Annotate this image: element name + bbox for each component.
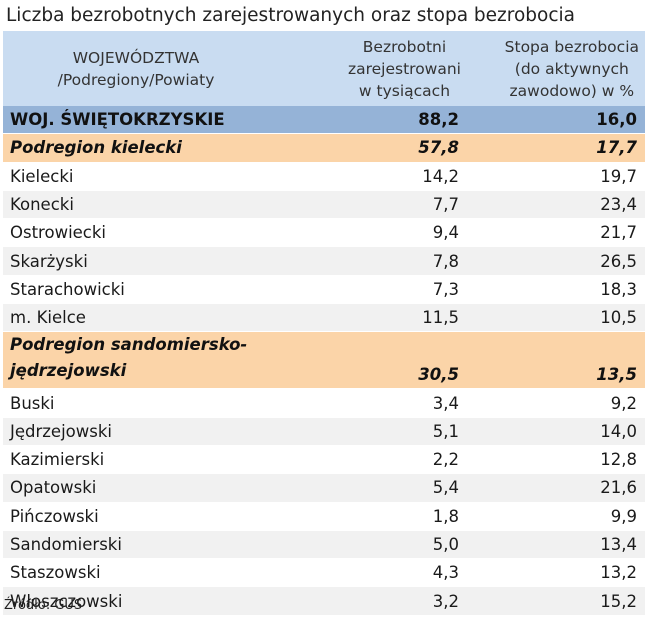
source-note: Źródło: GUS (4, 598, 83, 613)
rate-value: 9,9 (467, 502, 645, 531)
rate-value: 12,8 (467, 445, 645, 475)
header-region: WOJEWÓDZTWA /Podregiony/Powiaty (3, 31, 303, 106)
unemployed-value: 2,2 (303, 445, 467, 475)
unemployment-table: WOJEWÓDZTWA /Podregiony/Powiaty Bezrobot… (3, 31, 645, 616)
county-name: Starachowicki (3, 275, 303, 305)
rate-value: 19,7 (467, 162, 645, 191)
table-row: Jędrzejowski 5,1 14,0 (3, 417, 645, 446)
header-rate: Stopa bezrobocia (do aktywnych zawodowo)… (467, 31, 645, 106)
county-name: Konecki (3, 190, 303, 220)
unemployed-value: 7,8 (303, 246, 467, 276)
table-row: Kielecki 14,2 19,7 (3, 162, 645, 191)
unemployed-value: 30,5 (303, 331, 467, 390)
unemployed-value: 4,3 (303, 558, 467, 588)
unemployed-value: 88,2 (303, 106, 467, 135)
rate-value: 21,7 (467, 218, 645, 248)
rate-value: 16,0 (467, 106, 645, 135)
county-name: Ostrowiecki (3, 218, 303, 248)
rate-value: 14,0 (467, 417, 645, 446)
rate-value: 18,3 (467, 275, 645, 305)
region-name: Podregion kielecki (3, 133, 303, 163)
header-row: WOJEWÓDZTWA /Podregiony/Powiaty Bezrobot… (3, 31, 645, 106)
table-row: Buski 3,4 9,2 (3, 388, 645, 418)
table-row: Starachowicki 7,3 18,3 (3, 275, 645, 305)
subregion-row: Podregion sandomiersko- jędrzejowski 30,… (3, 331, 645, 390)
table-row: Staszowski 4,3 13,2 (3, 558, 645, 588)
header-unemployed: Bezrobotni zarejestrowani w tysiącach (303, 31, 467, 106)
table-row: Konecki 7,7 23,4 (3, 190, 645, 220)
region-name: WOJ. ŚWIĘTOKRZYSKIE (3, 106, 303, 135)
rate-value: 9,2 (467, 388, 645, 418)
county-name: Skarżyski (3, 246, 303, 276)
unemployed-value: 3,4 (303, 388, 467, 418)
rate-value: 17,7 (467, 133, 645, 163)
unemployed-value: 3,2 (303, 586, 467, 616)
unemployed-value: 14,2 (303, 162, 467, 191)
county-name: Sandomierski (3, 530, 303, 560)
rate-value: 10,5 (467, 303, 645, 333)
rate-value: 15,2 (467, 586, 645, 616)
table-row: Ostrowiecki 9,4 21,7 (3, 218, 645, 248)
table-row: Włoszczowski 3,2 15,2 (3, 586, 645, 616)
unemployed-value: 5,0 (303, 530, 467, 560)
unemployed-value: 7,7 (303, 190, 467, 220)
county-name: Włoszczowski (3, 586, 303, 616)
table-title: Liczba bezrobotnych zarejestrowanych ora… (6, 5, 575, 26)
table-row: Skarżyski 7,8 26,5 (3, 246, 645, 276)
rate-value: 13,4 (467, 530, 645, 560)
unemployed-value: 1,8 (303, 502, 467, 531)
table-row: Kazimierski 2,2 12,8 (3, 445, 645, 475)
rate-value: 23,4 (467, 190, 645, 220)
unemployed-value: 5,4 (303, 473, 467, 503)
rate-value: 13,5 (467, 331, 645, 390)
unemployed-value: 5,1 (303, 417, 467, 446)
county-name: m. Kielce (3, 303, 303, 333)
voivodeship-row: WOJ. ŚWIĘTOKRZYSKIE 88,2 16,0 (3, 106, 645, 135)
county-name: Kazimierski (3, 445, 303, 475)
county-name: Opatowski (3, 473, 303, 503)
unemployed-value: 7,3 (303, 275, 467, 305)
county-name: Jędrzejowski (3, 417, 303, 446)
region-name: Podregion sandomiersko- jędrzejowski (3, 331, 303, 390)
rate-value: 26,5 (467, 246, 645, 276)
rate-value: 21,6 (467, 473, 645, 503)
table-row: m. Kielce 11,5 10,5 (3, 303, 645, 333)
table-row: Opatowski 5,4 21,6 (3, 473, 645, 503)
county-name: Buski (3, 388, 303, 418)
subregion-row: Podregion kielecki 57,8 17,7 (3, 133, 645, 163)
unemployed-value: 57,8 (303, 133, 467, 163)
rate-value: 13,2 (467, 558, 645, 588)
table-row: Sandomierski 5,0 13,4 (3, 530, 645, 560)
table-row: Pińczowski 1,8 9,9 (3, 502, 645, 531)
unemployed-value: 11,5 (303, 303, 467, 333)
county-name: Pińczowski (3, 502, 303, 531)
county-name: Kielecki (3, 162, 303, 191)
unemployed-value: 9,4 (303, 218, 467, 248)
county-name: Staszowski (3, 558, 303, 588)
